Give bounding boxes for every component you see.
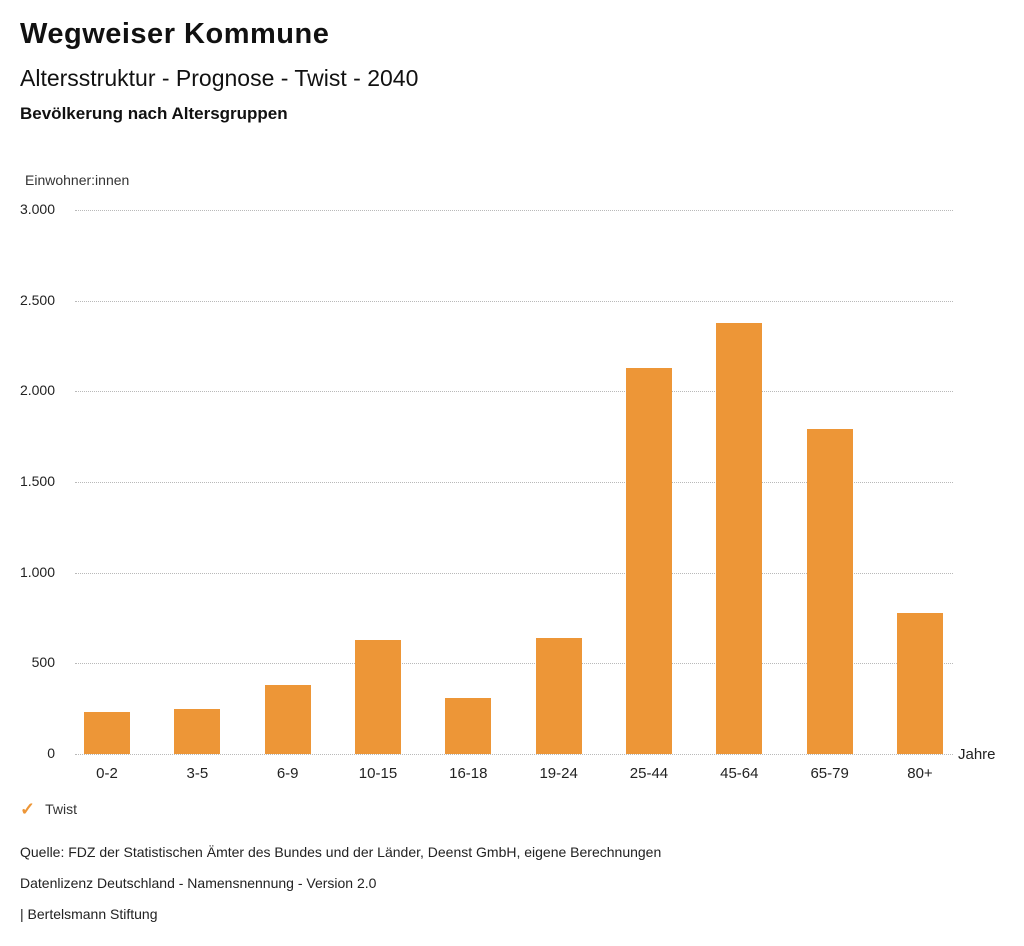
y-gridline <box>75 391 953 393</box>
x-axis-tick-label: 10-15 <box>358 765 398 782</box>
y-gridline <box>75 210 953 211</box>
y-gridline <box>75 572 953 574</box>
bar-80+[interactable] <box>896 613 943 754</box>
x-axis-tick-label: 65-79 <box>810 765 849 782</box>
footer-license-text: Datenlizenz Deutschland - Namensnennung … <box>20 875 377 891</box>
x-axis-tick-label: 0-2 <box>96 765 118 782</box>
bar-10-15[interactable] <box>354 639 401 754</box>
footer-source-text: Quelle: FDZ der Statistischen Ämter des … <box>20 844 662 860</box>
y-axis-tick-label: 1.500 <box>19 473 55 489</box>
x-axis-tick-label: 3-5 <box>186 765 209 782</box>
x-axis-tick-label: 45-64 <box>720 765 759 782</box>
x-axis-tick-label: 80+ <box>907 765 933 782</box>
x-axis-tick-label: 6-9 <box>276 765 299 782</box>
chart-legend[interactable]: ✓ Twist <box>20 800 77 818</box>
y-axis-tick-label: 1.000 <box>19 563 55 580</box>
y-axis-tick-label: 0 <box>47 745 55 761</box>
bar-25-44[interactable] <box>625 367 672 754</box>
x-axis-tick-label: 16-18 <box>449 765 488 782</box>
y-gridline <box>75 754 953 755</box>
bar-45-64[interactable] <box>716 323 763 754</box>
footer-attribution-text: | Bertelsmann Stiftung <box>20 906 158 922</box>
x-axis-tick-label: 25-44 <box>629 765 669 782</box>
y-gridline <box>75 663 953 665</box>
page-subtitle: Altersstruktur - Prognose - Twist - 2040 <box>20 65 419 91</box>
bar-65-79[interactable] <box>806 429 853 754</box>
bar-3-5[interactable] <box>174 708 221 754</box>
y-axis-unit-label: Einwohner:innen <box>25 172 130 188</box>
y-gridline <box>75 482 953 483</box>
bar-6-9[interactable] <box>264 685 311 754</box>
legend-series-label: Twist <box>45 801 77 817</box>
y-gridline <box>75 300 953 302</box>
y-axis-tick-label: 3.000 <box>19 201 55 217</box>
y-axis-tick-label: 500 <box>31 654 55 671</box>
x-axis-tick-label: 19-24 <box>539 765 578 782</box>
chart-title: Bevölkerung nach Altersgruppen <box>20 104 288 123</box>
bar-16-18[interactable] <box>445 697 492 754</box>
y-axis-tick-label: 2.000 <box>19 382 55 399</box>
page-title: Wegweiser Kommune <box>20 18 330 50</box>
x-axis-unit-label: Jahre <box>958 746 996 763</box>
legend-check-icon: ✓ <box>20 799 36 819</box>
bar-19-24[interactable] <box>535 637 582 754</box>
bar-0-2[interactable] <box>84 712 130 754</box>
y-axis-tick-label: 2.500 <box>19 291 55 308</box>
